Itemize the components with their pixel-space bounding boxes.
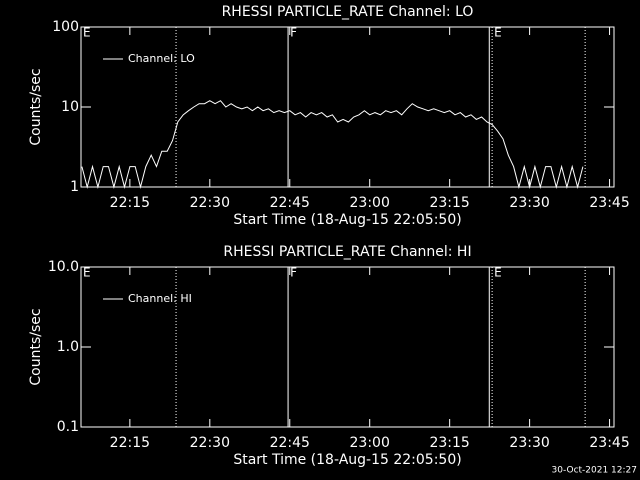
x-tick-label: 22:15 <box>110 195 150 211</box>
y-axis-label: Counts/sec <box>28 308 44 385</box>
data-line <box>81 100 584 189</box>
event-flag: F <box>290 26 297 40</box>
y-tick-label: 1 <box>70 179 79 195</box>
x-tick-label: 22:30 <box>190 435 230 451</box>
y-tick-label: 10 <box>61 99 79 115</box>
plot-frame <box>80 266 615 428</box>
x-axis-label: Start Time (18-Aug-15 22:05:50) <box>233 212 461 228</box>
y-tick-label: 10.0 <box>48 259 79 275</box>
y-tick-label: 0.1 <box>57 419 79 435</box>
event-flag: E <box>494 26 502 40</box>
x-axis-label: Start Time (18-Aug-15 22:05:50) <box>233 452 461 468</box>
legend-label: Channel: HI <box>128 292 192 305</box>
plot-frame <box>80 26 615 188</box>
event-flag: E <box>83 266 91 280</box>
x-tick-label: 22:30 <box>190 195 230 211</box>
x-tick-label: 23:00 <box>350 435 390 451</box>
event-flag: E <box>494 266 502 280</box>
y-tick-label: 100 <box>52 19 79 35</box>
x-tick-label: 22:15 <box>110 435 150 451</box>
x-tick-label: 23:15 <box>429 435 469 451</box>
x-tick-label: 22:45 <box>270 435 310 451</box>
x-tick-label: 23:30 <box>509 435 549 451</box>
y-axis-label: Counts/sec <box>28 68 44 145</box>
event-flag: F <box>290 266 297 280</box>
event-flag: E <box>83 26 91 40</box>
x-tick-label: 22:45 <box>270 195 310 211</box>
x-tick-label: 23:15 <box>429 195 469 211</box>
chart-title: RHESSI PARTICLE_RATE Channel: HI <box>223 244 471 260</box>
footer-date: 30-Oct-2021 12:27 <box>552 466 637 476</box>
y-tick-label: 1.0 <box>57 339 79 355</box>
legend-label: Channel: LO <box>128 52 195 65</box>
x-tick-label: 23:00 <box>350 195 390 211</box>
x-tick-label: 23:45 <box>589 195 629 211</box>
x-tick-label: 23:30 <box>509 195 549 211</box>
chart-title: RHESSI PARTICLE_RATE Channel: LO <box>222 4 474 20</box>
x-tick-label: 23:45 <box>589 435 629 451</box>
